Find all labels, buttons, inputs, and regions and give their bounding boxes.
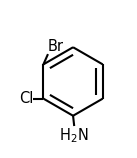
Text: H$_2$N: H$_2$N	[59, 126, 89, 145]
Text: Br: Br	[48, 39, 64, 54]
Text: Cl: Cl	[19, 91, 33, 106]
